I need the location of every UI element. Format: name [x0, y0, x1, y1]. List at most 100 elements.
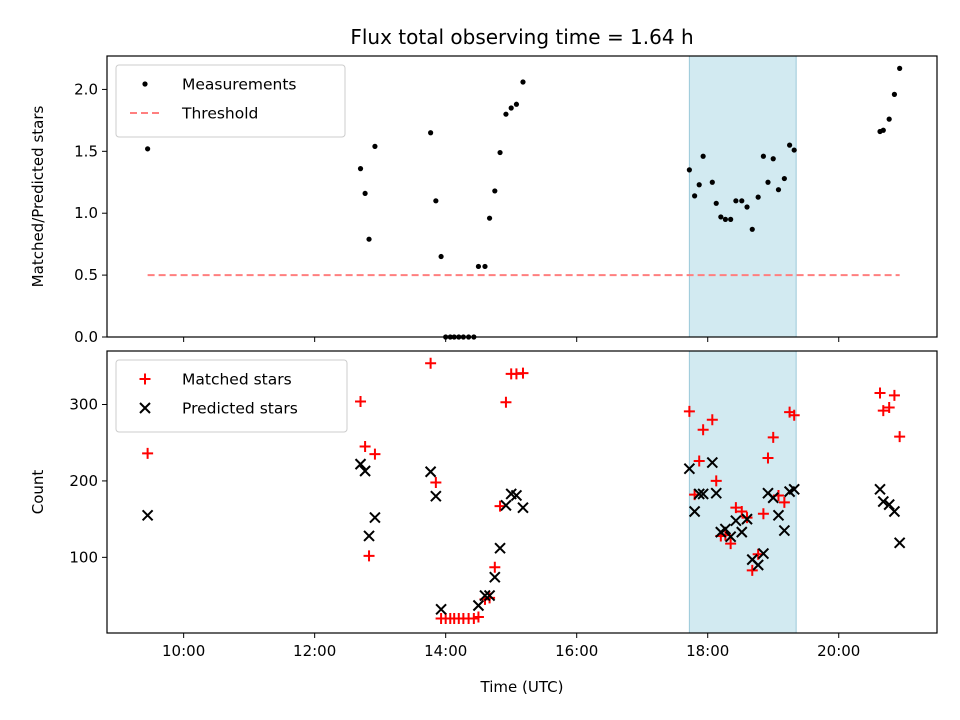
y-axis-label: Matched/Predicted stars	[29, 106, 47, 288]
data-point	[710, 475, 722, 487]
data-point	[733, 198, 739, 204]
x-stroke	[719, 523, 732, 535]
count-panel: 100 200 300 10:00 12:00 14:00 16:00 18:00 20:00 C…	[29, 350, 938, 660]
data-point	[683, 405, 695, 417]
x-axis-label: Time (UTC)	[480, 678, 564, 696]
data-point	[363, 530, 375, 542]
data-point	[752, 559, 764, 571]
x-tick-label: 12:00	[293, 642, 336, 660]
legend-entry-label: Measurements	[182, 76, 297, 94]
plus-stroke	[788, 409, 800, 421]
data-point	[739, 198, 745, 204]
x-tick-label: 18:00	[686, 642, 729, 660]
legend-marker	[139, 402, 151, 414]
data-point	[741, 513, 753, 525]
plus-stroke	[697, 424, 709, 436]
y-tick-label: 100	[69, 548, 98, 566]
data-point	[435, 603, 447, 616]
plus-stroke	[472, 611, 484, 623]
plus-stroke	[425, 357, 437, 369]
data-point	[372, 143, 378, 149]
plus-stroke	[517, 367, 529, 379]
data-point	[888, 505, 901, 518]
data-point	[724, 530, 737, 543]
x-stroke	[472, 599, 485, 612]
data-point	[696, 182, 702, 188]
x-stroke	[688, 505, 701, 518]
plus-stroke	[888, 389, 900, 401]
data-point	[510, 489, 523, 502]
data-point	[706, 414, 718, 426]
legend-entry-label: Predicted stars	[182, 400, 298, 418]
data-point	[359, 465, 371, 477]
legend: Measurements Threshold	[115, 64, 346, 138]
data-point	[880, 127, 886, 133]
data-point	[430, 476, 442, 488]
data-point	[886, 116, 892, 122]
data-point	[762, 452, 774, 464]
plus-stroke	[706, 414, 718, 426]
data-point	[894, 431, 906, 443]
y-tick-label: 300	[69, 395, 98, 413]
x-stroke	[724, 530, 737, 543]
y-tick-label: 200	[69, 472, 98, 490]
data-point	[749, 226, 755, 232]
plus-stroke	[500, 396, 512, 408]
y-tick-label: 1.0	[74, 204, 98, 222]
data-point	[757, 547, 770, 560]
data-point	[438, 253, 444, 260]
x-stroke	[697, 488, 709, 500]
plus-stroke	[355, 395, 367, 407]
x-stroke	[479, 589, 491, 602]
x-tick-label: 14:00	[424, 642, 467, 660]
data-point	[688, 505, 701, 518]
x-stroke	[706, 456, 719, 469]
data-point	[489, 571, 501, 583]
data-point	[503, 111, 509, 117]
data-point	[760, 153, 767, 159]
data-point	[424, 466, 437, 478]
plus-stroke	[683, 405, 695, 417]
data-point	[736, 526, 748, 538]
x-stroke	[483, 589, 496, 602]
data-point	[767, 492, 779, 504]
x-stroke	[736, 526, 748, 538]
x-stroke	[874, 483, 886, 496]
y-tick-label: 1.5	[74, 142, 98, 160]
chart-title: Flux total observing time = 1.64 h	[350, 25, 693, 49]
data-point	[730, 514, 742, 527]
x-stroke	[141, 509, 154, 522]
data-point	[683, 462, 696, 475]
x-stroke	[430, 490, 442, 502]
data-point	[893, 537, 906, 549]
data-point	[874, 387, 886, 399]
data-point	[728, 216, 734, 223]
y-axis-label: Count	[29, 470, 47, 515]
data-point	[883, 498, 895, 511]
data-point	[472, 611, 484, 623]
data-point	[517, 501, 529, 514]
x-stroke	[752, 559, 764, 571]
legend-box	[115, 64, 346, 138]
data-point	[700, 153, 706, 159]
data-point	[778, 496, 790, 508]
x-stroke	[893, 537, 906, 549]
x-stroke	[363, 530, 375, 542]
x-stroke	[710, 487, 722, 499]
data-point	[354, 458, 367, 470]
data-point	[883, 402, 895, 414]
data-point	[357, 166, 364, 172]
x-stroke	[757, 547, 770, 560]
data-point	[520, 79, 526, 85]
data-point	[430, 490, 442, 502]
x-stroke	[500, 499, 512, 512]
plus-stroke	[762, 452, 774, 464]
data-point	[362, 190, 368, 197]
series-1	[145, 65, 903, 340]
plus-stroke	[778, 496, 790, 508]
data-point	[355, 395, 367, 407]
plus-stroke	[142, 447, 154, 459]
data-point	[741, 512, 753, 524]
data-point	[891, 91, 898, 97]
plus-stroke	[710, 475, 722, 487]
